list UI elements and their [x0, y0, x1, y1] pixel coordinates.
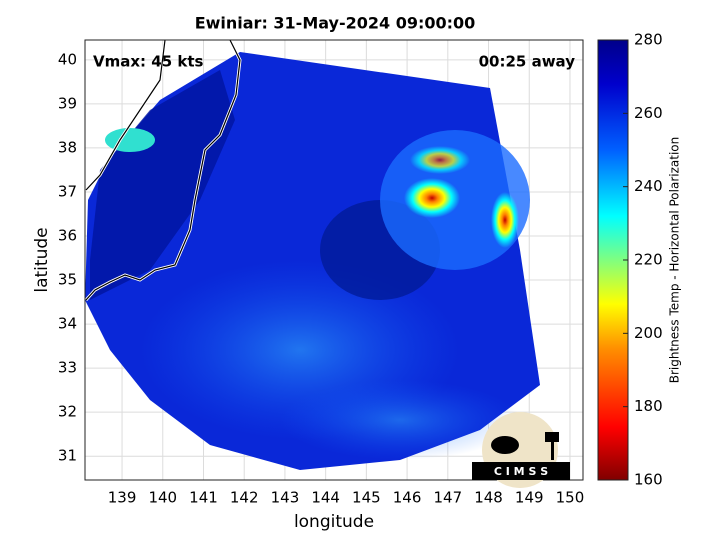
x-tick-label: 144 [311, 489, 340, 507]
x-tick-label: 149 [515, 489, 544, 507]
y-tick-label: 31 [58, 447, 77, 465]
y-tick-label: 39 [58, 94, 77, 112]
y-tick-label: 32 [58, 403, 77, 421]
colorbar-label: Brightness Temp - Horizontal Polarizatio… [668, 137, 682, 384]
colorbar-tick-label: 280 [634, 31, 663, 49]
x-tick-label: 148 [474, 489, 503, 507]
colorbar-tick-label: 260 [634, 104, 663, 122]
x-tick-label: 142 [230, 489, 259, 507]
axes-frame [84, 39, 584, 481]
x-tick-label: 139 [108, 489, 137, 507]
coastline [85, 40, 242, 302]
x-tick-label: 150 [556, 489, 585, 507]
x-tick-label: 146 [393, 489, 422, 507]
swath [85, 52, 540, 470]
x-tick-label: 143 [271, 489, 300, 507]
x-axis-label: longitude [294, 512, 374, 532]
title: Ewiniar: 31-May-2024 09:00:00 [195, 14, 476, 33]
vmax-label: Vmax: 45 kts [93, 53, 203, 71]
y-tick-label: 33 [58, 359, 77, 377]
colorbar-tick-label: 220 [634, 251, 663, 269]
y-tick-label: 35 [58, 271, 77, 289]
y-tick-label: 40 [58, 50, 77, 68]
colorbar-tick-label: 160 [634, 471, 663, 489]
x-tick-label: 147 [433, 489, 462, 507]
y-tick-label: 38 [58, 138, 77, 156]
x-tick-label: 145 [352, 489, 381, 507]
colorbar-tick-label: 200 [634, 324, 663, 342]
y-tick-label: 34 [58, 315, 77, 333]
logo-text: C I M S S [494, 465, 548, 478]
colorbar-tick-label: 240 [634, 177, 663, 195]
x-tick-label: 140 [148, 489, 177, 507]
y-tick-label: 36 [58, 226, 77, 244]
colorbar-tick-label: 180 [634, 397, 663, 415]
x-tick-label: 141 [189, 489, 218, 507]
y-axis-label: latitude [32, 227, 52, 292]
cimss-logo: C I M S S [472, 412, 570, 488]
away-label: 00:25 away [479, 53, 576, 71]
y-tick-label: 37 [58, 182, 77, 200]
